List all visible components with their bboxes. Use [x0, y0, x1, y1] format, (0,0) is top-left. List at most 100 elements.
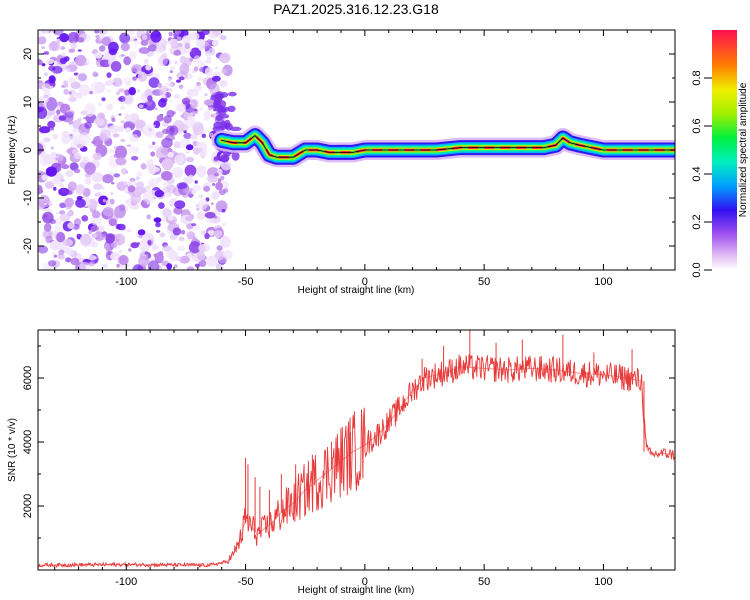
noise-blob	[145, 64, 152, 71]
noise-blob	[41, 174, 48, 181]
noise-blob	[41, 46, 46, 49]
noise-blob	[198, 194, 204, 198]
noise-blob	[157, 82, 162, 88]
noise-blob	[106, 103, 113, 111]
noise-blob	[67, 32, 80, 44]
noise-blob	[186, 231, 196, 240]
noise-blob	[137, 241, 140, 245]
noise-blob	[116, 223, 126, 231]
spectrogram-ylabel: Frequency (Hz)	[7, 116, 18, 185]
noise-blob	[174, 60, 178, 65]
noise-blob	[47, 201, 53, 207]
noise-blob	[173, 155, 184, 164]
noise-blob	[220, 161, 232, 171]
noise-blob	[161, 171, 173, 181]
noise-blob	[215, 200, 228, 213]
noise-blob	[220, 68, 228, 74]
noise-blob	[213, 172, 219, 177]
noise-blob	[124, 114, 133, 122]
noise-blob	[153, 120, 161, 129]
noise-blob	[90, 215, 102, 226]
noise-blob	[70, 41, 78, 50]
noise-blob	[170, 40, 179, 50]
noise-blob	[126, 144, 132, 148]
noise-blob	[194, 180, 198, 184]
spectral-ridge	[211, 125, 675, 168]
noise-blob	[78, 37, 85, 43]
noise-blob	[84, 62, 88, 66]
noise-blob	[90, 225, 100, 232]
noise-blob	[58, 249, 65, 255]
noise-blob	[185, 144, 194, 151]
noise-blob	[196, 165, 207, 178]
noise-blob	[67, 222, 75, 230]
noise-blob	[203, 184, 206, 187]
noise-blob	[158, 202, 165, 210]
noise-blob	[138, 255, 150, 267]
noise-blob	[71, 128, 78, 134]
noise-blob	[153, 253, 157, 257]
noise-blob	[104, 243, 110, 250]
noise-blob	[213, 156, 220, 161]
noise-blob	[76, 233, 81, 238]
noise-blob	[185, 151, 190, 154]
noise-blob	[125, 200, 130, 204]
noise-blob	[91, 172, 103, 183]
noise-blob	[93, 183, 103, 191]
noise-blob	[65, 68, 71, 73]
noise-blob	[129, 50, 137, 60]
noise-blob	[169, 66, 175, 70]
noise-blob	[75, 184, 86, 195]
noise-blob	[41, 83, 52, 94]
noise-blob	[215, 182, 223, 191]
noise-blob	[155, 131, 164, 139]
noise-blob	[198, 259, 207, 267]
noise-blob	[220, 120, 227, 131]
noise-blob	[38, 32, 42, 36]
noise-blob	[222, 222, 226, 227]
noise-blob	[61, 164, 70, 170]
noise-blob	[120, 138, 126, 143]
noise-blob	[48, 112, 53, 116]
noise-blob	[152, 141, 156, 146]
noise-blob	[213, 230, 223, 237]
noise-blob	[183, 132, 192, 139]
noise-blob	[112, 82, 117, 85]
noise-blob	[145, 185, 151, 191]
noise-blob	[126, 228, 132, 233]
noise-blob	[149, 189, 156, 197]
noise-blob	[108, 218, 117, 227]
noise-blob	[129, 177, 136, 182]
noise-blob	[59, 57, 68, 65]
noise-blob	[189, 57, 194, 62]
noise-blob	[115, 145, 127, 160]
noise-blob	[186, 88, 199, 97]
noise-region	[38, 30, 242, 270]
noise-blob	[56, 109, 61, 115]
noise-blob	[123, 94, 134, 105]
noise-blob	[38, 126, 51, 134]
noise-blob	[109, 198, 115, 205]
noise-blob	[113, 173, 121, 178]
noise-blob	[136, 171, 143, 177]
noise-blob	[196, 207, 200, 211]
noise-blob	[148, 164, 157, 175]
snr-line	[38, 354, 675, 569]
y-tick-label: 20	[22, 48, 34, 60]
noise-blob	[162, 245, 172, 252]
noise-blob	[205, 59, 212, 64]
noise-blob	[136, 176, 140, 181]
noise-blob	[143, 124, 155, 138]
noise-blob	[48, 75, 56, 84]
noise-blob	[98, 45, 106, 52]
noise-blob	[93, 117, 104, 126]
noise-blob	[204, 233, 210, 240]
noise-blob	[216, 245, 223, 251]
y-tick-label: -20	[22, 238, 34, 254]
x-tick-label: -50	[238, 276, 254, 288]
noise-blob	[44, 72, 48, 77]
snr-xlabel: Height of straight line (km)	[298, 585, 415, 596]
noise-blob	[81, 215, 89, 222]
noise-blob	[68, 48, 75, 53]
noise-blob	[199, 246, 206, 252]
